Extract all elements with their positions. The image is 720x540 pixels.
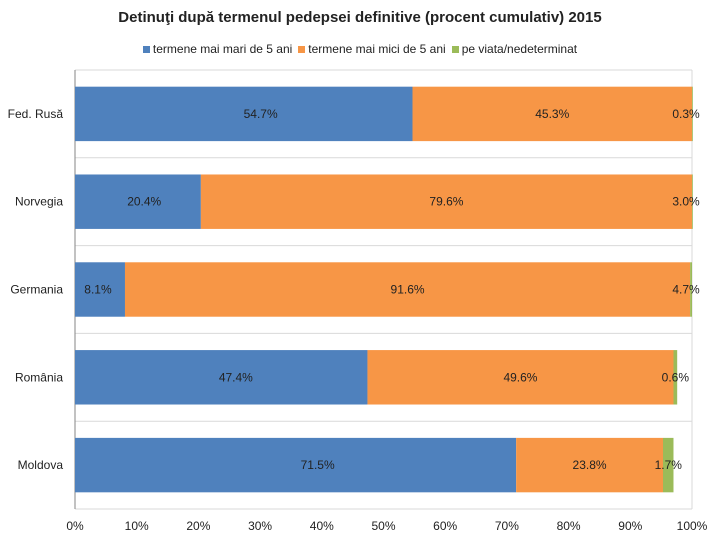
- x-tick-label: 60%: [433, 519, 457, 533]
- category-label: Norvegia: [15, 195, 63, 209]
- data-label: 91.6%: [391, 283, 425, 297]
- legend-label-life: pe viata/nedeterminat: [461, 42, 578, 56]
- bar-segment: [75, 86, 413, 142]
- x-tick-label: 70%: [495, 519, 519, 533]
- x-tick-label: 90%: [618, 519, 642, 533]
- data-label: 45.3%: [535, 107, 569, 121]
- bar-segment: [690, 262, 692, 317]
- data-label: 0.6%: [662, 370, 690, 384]
- bar-segment: [663, 437, 674, 493]
- data-label: 49.6%: [503, 370, 537, 384]
- bar-segment: [75, 350, 368, 405]
- x-tick-label: 30%: [248, 519, 272, 533]
- x-tick-label: 50%: [371, 519, 395, 533]
- bar-segment: [75, 437, 517, 493]
- data-label: 8.1%: [84, 283, 112, 297]
- bar-segment: [75, 174, 201, 229]
- data-label: 0.3%: [672, 107, 700, 121]
- bar-segment: [692, 86, 693, 142]
- bar-segment: [673, 350, 678, 405]
- category-label: Moldova: [18, 458, 64, 472]
- data-label: 47.4%: [219, 370, 253, 384]
- bar-segment: [412, 86, 692, 142]
- category-label: Germania: [10, 283, 63, 297]
- bar-segment: [692, 174, 693, 229]
- bar-segment: [124, 262, 691, 317]
- legend-entry-under-5: termene mai mici de 5 ani: [298, 42, 446, 56]
- bar-segment: [516, 437, 664, 493]
- data-label: 3.0%: [672, 195, 700, 209]
- category-label: Fed. Rusă: [8, 107, 64, 121]
- legend-entry-life: pe viata/nedeterminat: [451, 42, 578, 56]
- bar-segment: [200, 174, 693, 229]
- chart-title: Detinuţi după termenul pedepsei definiti…: [118, 9, 602, 26]
- x-tick-label: 80%: [557, 519, 581, 533]
- data-label: 23.8%: [573, 458, 607, 472]
- data-label: 71.5%: [301, 458, 335, 472]
- x-tick-label: 10%: [125, 519, 149, 533]
- bar-segment: [75, 262, 125, 317]
- data-label: 4.7%: [672, 283, 700, 297]
- bar-segment: [367, 350, 674, 405]
- legend-label-under-5: termene mai mici de 5 ani: [308, 42, 446, 56]
- data-label: 54.7%: [244, 107, 278, 121]
- legend: termene mai mari de 5 ani termene mai mi…: [0, 41, 720, 57]
- data-label: 1.7%: [655, 458, 683, 472]
- x-tick-label: 20%: [186, 519, 210, 533]
- legend-swatch-over-5: [142, 45, 150, 53]
- data-label: 20.4%: [127, 195, 161, 209]
- x-tick-label: 100%: [677, 519, 708, 533]
- x-tick-label: 0%: [66, 519, 84, 533]
- legend-label-over-5: termene mai mari de 5 ani: [152, 42, 293, 56]
- legend-swatch-life: [451, 45, 459, 53]
- legend-entry-over-5: termene mai mari de 5 ani: [142, 42, 293, 56]
- data-label: 79.6%: [429, 195, 463, 209]
- x-tick-label: 40%: [310, 519, 334, 533]
- legend-swatch-under-5: [298, 45, 306, 53]
- category-label: România: [15, 370, 63, 384]
